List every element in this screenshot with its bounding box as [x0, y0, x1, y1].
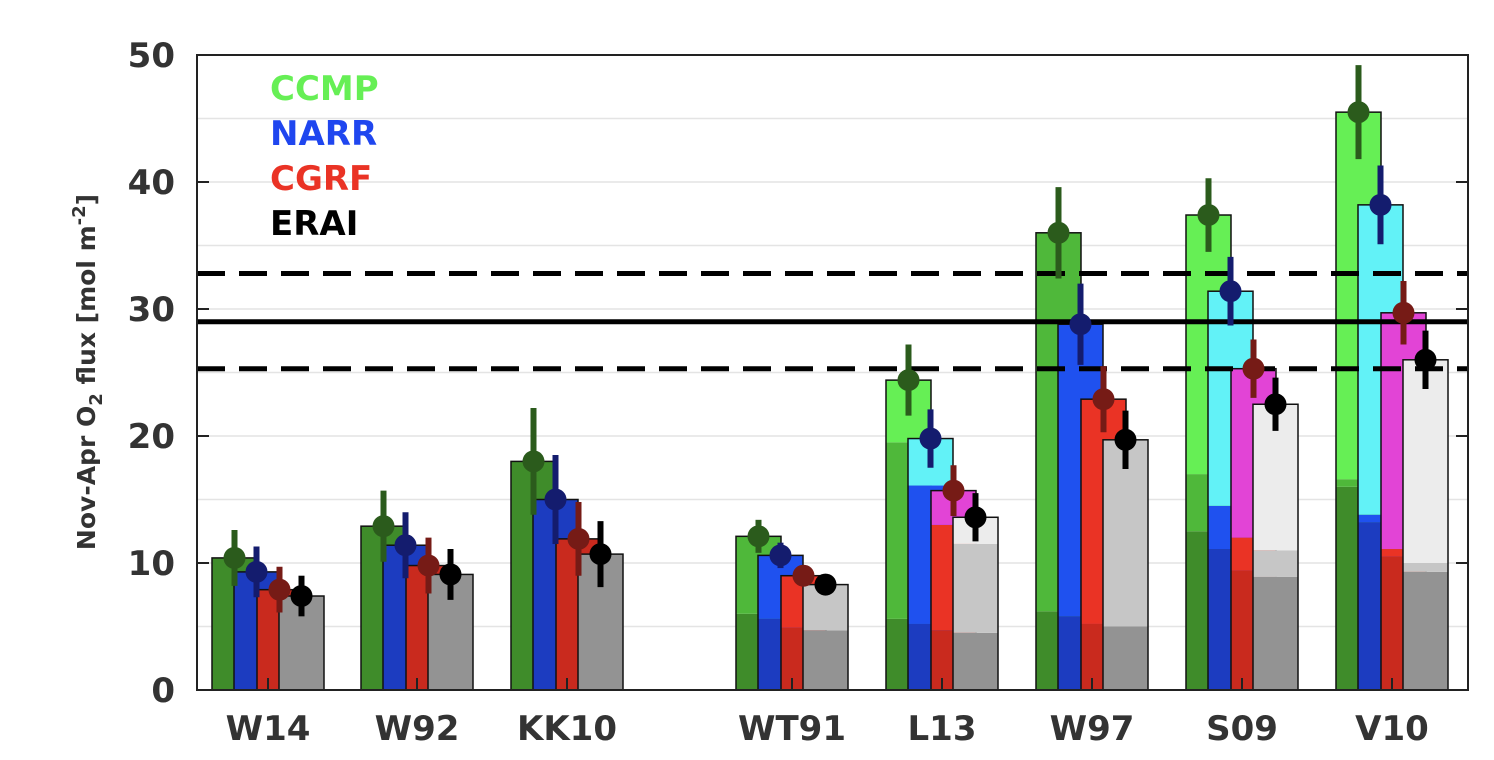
legend-entry-cgrf: CGRF	[270, 159, 372, 199]
data-point-erai-wt91	[814, 573, 837, 596]
data-point-ccmp-w14	[223, 546, 246, 569]
data-point-narr-v10	[1369, 193, 1392, 216]
x-tick-label-s09: S09	[1206, 709, 1278, 749]
legend-entry-erai: ERAI	[270, 204, 358, 244]
bar-segment-erai-s09	[1253, 576, 1298, 690]
bar-segment-erai-v10	[1403, 571, 1448, 690]
data-point-erai-w92	[439, 563, 462, 586]
data-point-erai-w97	[1114, 428, 1137, 451]
data-point-narr-w14	[245, 560, 268, 583]
bar-groups	[211, 111, 1449, 691]
error-markers	[223, 65, 1437, 617]
y-axis-title: Nov-Apr O2 flux [mol m-2]	[69, 194, 107, 550]
data-point-narr-kk10	[544, 488, 567, 511]
bar-group-s09	[1185, 214, 1299, 691]
data-point-narr-wt91	[769, 544, 792, 567]
axes: 0 10 20 30 40 50 W14 W92 KK10 WT91 L13 W97 S09 V10	[128, 36, 1469, 749]
legend-entry-narr: NARR	[270, 114, 377, 154]
data-point-ccmp-w92	[372, 515, 395, 538]
y-tick-label: 10	[128, 544, 175, 584]
data-point-ccmp-s09	[1197, 204, 1220, 227]
data-point-narr-w92	[394, 534, 417, 557]
data-point-cgrf-w97	[1092, 388, 1115, 411]
data-point-erai-v10	[1414, 348, 1437, 371]
legend-entry-ccmp: CCMP	[270, 69, 379, 109]
x-tick-label-w14: W14	[226, 709, 311, 749]
data-point-cgrf-l13	[942, 479, 965, 502]
data-point-ccmp-l13	[897, 369, 920, 392]
bar-segment-erai-wt91	[803, 630, 848, 690]
data-point-narr-s09	[1219, 280, 1242, 303]
data-point-cgrf-v10	[1392, 301, 1415, 324]
bar-group-w97	[1035, 232, 1149, 691]
x-tick-label-w97: W97	[1050, 709, 1135, 749]
bar-segment-erai-w97	[1103, 439, 1148, 627]
y-tick-label: 30	[128, 290, 175, 330]
data-point-erai-s09	[1264, 393, 1287, 416]
y-tick-label: 50	[128, 36, 175, 76]
x-tick-label-kk10: KK10	[517, 709, 617, 749]
plot-frame	[196, 54, 1469, 691]
data-point-ccmp-wt91	[747, 525, 770, 548]
bar-segment-erai-l13	[953, 543, 998, 633]
x-tick-label-w92: W92	[375, 709, 460, 749]
x-tick-label-v10: V10	[1355, 709, 1429, 749]
y-tick-label: 0	[151, 671, 175, 711]
bar-segment-erai-l13	[953, 632, 998, 690]
bar-segment-erai-w97	[1103, 626, 1148, 690]
data-point-cgrf-s09	[1242, 357, 1265, 380]
x-tick-label-l13: L13	[908, 709, 977, 749]
data-point-narr-w97	[1069, 313, 1092, 336]
data-point-cgrf-kk10	[567, 527, 590, 550]
bar-segment-erai-v10	[1403, 563, 1448, 572]
y-tick-label: 40	[128, 163, 175, 203]
legend: CCMP NARR CGRF ERAI	[270, 69, 379, 244]
data-point-cgrf-w14	[268, 578, 291, 601]
data-point-ccmp-v10	[1347, 101, 1370, 124]
data-point-cgrf-w92	[417, 554, 440, 577]
data-point-erai-l13	[964, 506, 987, 529]
bar-segment-erai-s09	[1253, 550, 1298, 577]
data-point-erai-w14	[290, 585, 313, 608]
data-point-erai-kk10	[589, 543, 612, 566]
y-tick-label: 20	[128, 417, 175, 457]
data-point-cgrf-wt91	[792, 564, 815, 587]
data-point-ccmp-kk10	[522, 450, 545, 473]
data-point-narr-l13	[919, 427, 942, 450]
x-tick-label-wt91: WT91	[738, 709, 846, 749]
data-point-ccmp-w97	[1047, 221, 1070, 244]
bar-segment-erai-v10	[1403, 359, 1448, 563]
